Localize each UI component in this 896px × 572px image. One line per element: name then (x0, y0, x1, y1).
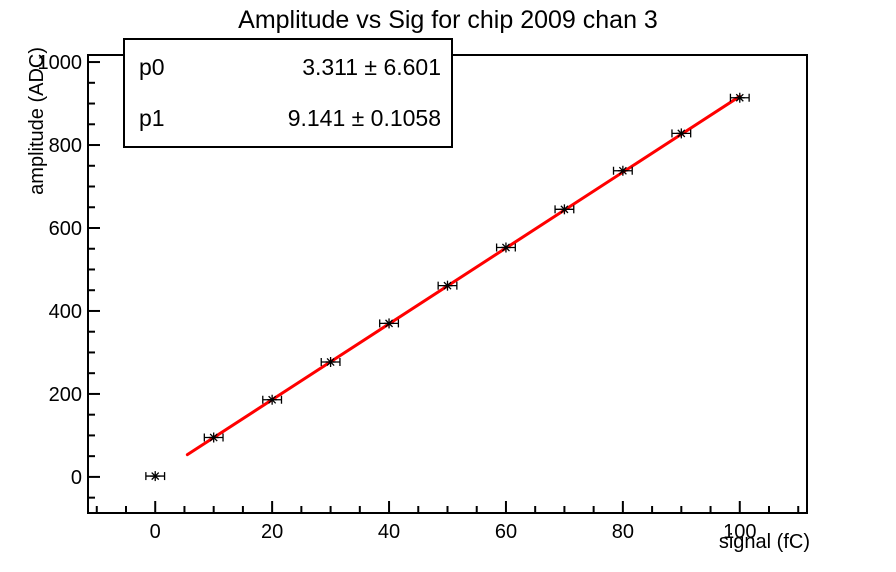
y-tick-label: 0 (71, 467, 82, 489)
data-point-marker (554, 204, 575, 215)
data-point-marker (671, 128, 692, 139)
fit-stats-box: p0 3.311 ± 6.601 p1 9.141 ± 0.1058 (123, 38, 453, 148)
fit-line (185, 94, 742, 457)
stats-p0-label: p0 (139, 54, 165, 80)
x-tick-label: 60 (495, 521, 517, 543)
x-axis: 0 20 40 60 80 100 (95, 501, 800, 543)
y-axis: 0 200 400 600 800 1000 (38, 52, 100, 499)
x-tick-label: 40 (378, 521, 400, 543)
x-tick-label: 0 (150, 521, 161, 543)
data-point-marker (437, 280, 458, 291)
x-tick-label: 20 (261, 521, 283, 543)
data-point-marker (203, 432, 224, 443)
y-tick-label: 1000 (38, 52, 83, 74)
stats-p1-label: p1 (139, 105, 165, 131)
stats-row-p1: p1 9.141 ± 0.1058 (139, 105, 441, 132)
stats-row-p0: p0 3.311 ± 6.601 (139, 54, 441, 81)
stats-p1-value: 9.141 ± 0.1058 (287, 105, 441, 131)
x-tick-label: 100 (723, 521, 756, 543)
data-point-marker (495, 242, 516, 253)
data-point-marker (320, 356, 341, 367)
x-tick-label: 80 (612, 521, 634, 543)
data-point-marker (145, 471, 166, 482)
y-tick-label: 600 (49, 218, 82, 240)
data-points (145, 92, 750, 482)
y-tick-label: 200 (49, 384, 82, 406)
data-point-marker (379, 318, 400, 329)
y-tick-label: 800 (49, 135, 82, 157)
data-point-marker (262, 394, 283, 405)
y-tick-label: 400 (49, 301, 82, 323)
data-point-marker (612, 165, 633, 176)
plot-title: Amplitude vs Sig for chip 2009 chan 3 (238, 6, 658, 34)
stats-p0-value: 3.311 ± 6.601 (302, 54, 441, 80)
x-axis-title: signal (fC) (718, 531, 810, 553)
data-point-marker (729, 92, 750, 103)
